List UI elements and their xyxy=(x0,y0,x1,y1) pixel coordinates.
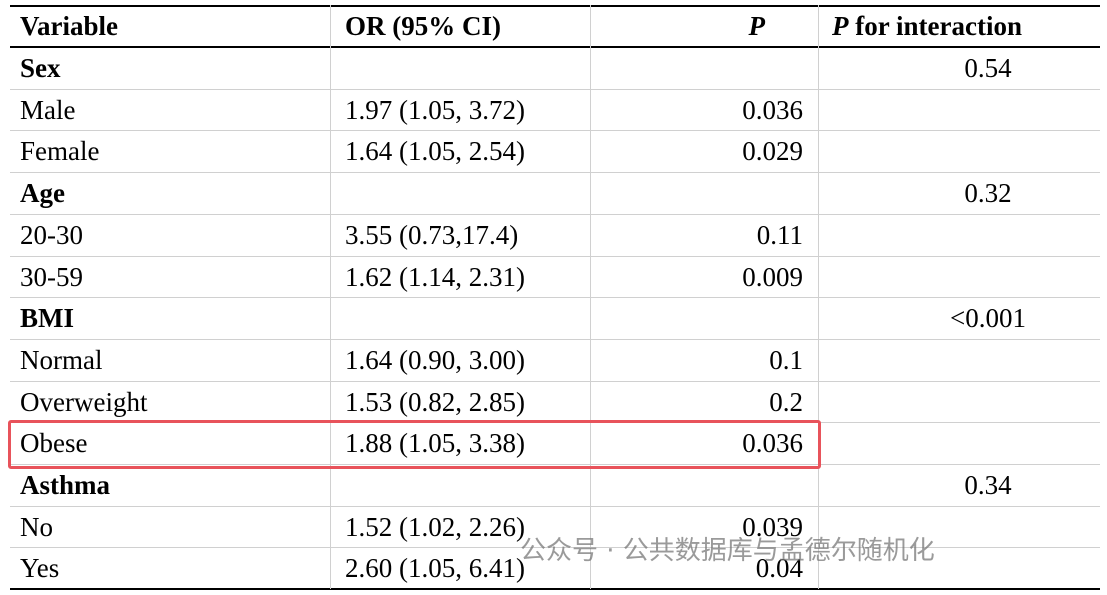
odds-ratio: 1.64 (1.05, 2.54) xyxy=(345,136,525,167)
header-cell: P for interaction xyxy=(832,6,1022,47)
column-line xyxy=(818,5,819,590)
p-value: 0.039 xyxy=(742,511,803,542)
header-text: for interaction xyxy=(848,11,1022,41)
header-text: P xyxy=(832,11,849,41)
p-value: 0.11 xyxy=(756,219,803,250)
row-label: Normal xyxy=(20,344,103,375)
row-label: No xyxy=(20,511,53,542)
p-interaction: 0.54 xyxy=(964,53,1012,83)
p-interaction: <0.001 xyxy=(950,303,1026,334)
row-line xyxy=(10,338,1100,340)
row-line xyxy=(10,213,1100,215)
row-line xyxy=(10,297,1100,299)
odds-ratio: 1.52 (1.02, 2.26) xyxy=(345,511,525,542)
header-cell: Variable xyxy=(20,11,119,41)
row-line xyxy=(10,172,1100,174)
row-line xyxy=(10,547,1100,549)
odds-ratio: 1.62 (1.14, 2.31) xyxy=(345,261,525,292)
row-line xyxy=(10,464,1100,465)
highlight-box xyxy=(8,420,821,469)
row-label: 20-30 xyxy=(20,219,83,250)
p-value: 0.009 xyxy=(742,261,803,292)
p-interaction: 0.34 xyxy=(964,470,1012,500)
odds-ratio: 1.97 (1.05, 3.72) xyxy=(345,94,525,125)
row-label: Obese xyxy=(20,428,88,459)
top-border xyxy=(10,5,1100,7)
row-line xyxy=(10,380,1100,382)
row-label: Sex xyxy=(20,53,61,83)
column-line xyxy=(330,5,331,590)
row-line xyxy=(10,130,1100,132)
header-border xyxy=(10,46,1100,48)
row-label: Female xyxy=(20,136,100,167)
p-value: 0.036 xyxy=(742,428,803,459)
p-value: 0.036 xyxy=(742,94,803,125)
row-line xyxy=(10,88,1100,90)
p-value: 0.2 xyxy=(769,386,803,417)
p-value: 0.029 xyxy=(742,136,803,167)
row-label: BMI xyxy=(20,303,74,334)
p-value: 0.04 xyxy=(755,553,803,584)
odds-ratio: 1.53 (0.82, 2.85) xyxy=(345,386,525,417)
bottom-border xyxy=(10,588,1100,591)
row-line xyxy=(10,255,1100,257)
odds-ratio: 3.55 (0.73,17.4) xyxy=(345,219,519,250)
row-label: Male xyxy=(20,94,76,125)
row-label: 30-59 xyxy=(20,261,83,292)
watermark: 公众号 · 公共数据库与孟德尔随机化 xyxy=(520,536,935,566)
row-label: Yes xyxy=(20,553,60,584)
row-label: Overweight xyxy=(20,386,148,417)
p-value: 0.1 xyxy=(769,344,803,375)
header-cell: P xyxy=(748,11,766,41)
odds-ratio: 1.64 (0.90, 3.00) xyxy=(345,344,525,375)
row-label: Age xyxy=(20,178,65,209)
odds-ratio: 2.60 (1.05, 6.41) xyxy=(345,553,525,584)
row-line xyxy=(10,505,1100,507)
row-label: Asthma xyxy=(20,470,111,500)
header-cell: OR (95% CI) xyxy=(345,11,501,41)
p-interaction: 0.32 xyxy=(964,178,1012,209)
odds-ratio: 1.88 (1.05, 3.38) xyxy=(345,428,525,459)
column-line xyxy=(590,5,591,590)
